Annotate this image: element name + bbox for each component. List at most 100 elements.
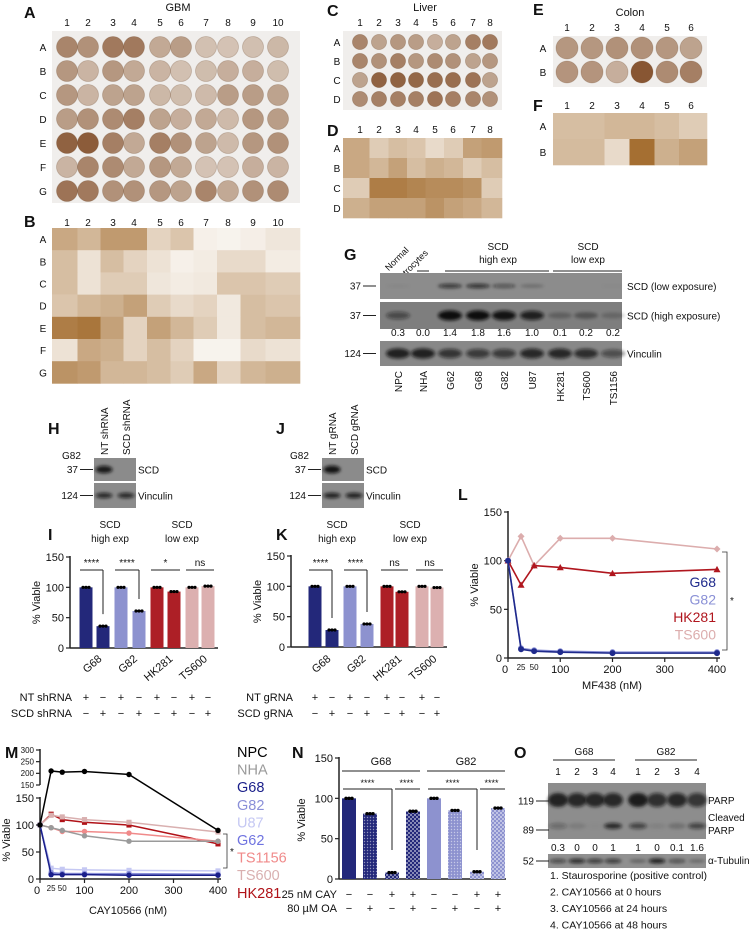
data-point: [59, 866, 65, 872]
protein-band: [548, 793, 568, 807]
cell-line-label: G82: [290, 451, 309, 462]
tissue-core: [77, 132, 99, 154]
heatmap-cell: [425, 138, 445, 159]
tissue-core: [195, 84, 217, 106]
heatmap-cell: [77, 228, 101, 251]
blot-row: [380, 273, 622, 299]
column-label: 8: [225, 18, 231, 29]
lane-label: 2: [574, 767, 580, 778]
bar: [150, 587, 164, 648]
band-label: PARP: [708, 826, 735, 837]
heatmap-cell: [123, 339, 148, 362]
heatmap-cell: [481, 158, 503, 179]
treatment-sign: −: [171, 692, 177, 704]
protein-band: [411, 348, 435, 359]
band-label: SCD (low exposure): [627, 282, 716, 293]
column-label: 2: [589, 23, 595, 34]
heatmap-cell: [463, 198, 482, 219]
treatment-sign: −: [389, 903, 395, 915]
quant-value: 1.6: [497, 328, 511, 339]
y-tick-label: 100: [46, 582, 64, 594]
heatmap-cell: [100, 250, 124, 273]
blot-panel-O: O G68 G82 1 2 3 4 1 2 3 4 119 89 52 PARP Cleaved PARP α-T…: [514, 745, 750, 929]
y-tick-label: 150: [46, 552, 64, 564]
heatmap-cell: [77, 272, 101, 295]
tissue-core: [149, 156, 171, 178]
blot-row: [380, 302, 625, 329]
panel-title: GBM: [165, 2, 190, 14]
tissue-core: [370, 53, 387, 70]
data-point: [215, 838, 221, 844]
blot-membrane: [548, 783, 706, 839]
row-label: E: [40, 139, 47, 150]
data-point: [116, 585, 120, 589]
tissue-core: [149, 36, 171, 58]
data-point: [98, 624, 102, 628]
group-title: low exp: [165, 534, 199, 545]
protein-band: [438, 283, 462, 289]
data-point: [400, 590, 404, 594]
tissue-core: [464, 34, 481, 51]
heatmap-cell: [217, 361, 241, 384]
row-label: F: [40, 163, 46, 174]
legend-entry: HK281: [673, 609, 716, 625]
tissue-core: [149, 108, 171, 130]
data-point: [348, 584, 352, 588]
x-tick-label: 50: [530, 663, 539, 672]
bar: [308, 586, 322, 647]
tissue-core: [351, 91, 368, 108]
protein-band: [601, 312, 625, 319]
column-label: 7: [470, 18, 476, 29]
column-label: 3: [395, 18, 401, 29]
heatmap-cell: [170, 316, 194, 340]
significance-label: ns: [195, 558, 206, 569]
treatment-sign: +: [154, 692, 160, 704]
data-point: [119, 585, 123, 589]
protein-band: [628, 793, 648, 807]
panel-label: D: [327, 123, 339, 140]
heatmap-cell: [52, 272, 78, 295]
tissue-core: [464, 53, 481, 70]
tissue-core: [56, 132, 78, 154]
heatmap-cell: [217, 294, 241, 318]
heatmap-cell: [147, 250, 171, 273]
bar: [342, 798, 356, 879]
quant-value: 0.2: [606, 328, 620, 339]
tissue-core: [123, 156, 145, 178]
band-label: SCD (high exposure): [627, 312, 720, 323]
heatmap-cell: [654, 139, 680, 166]
column-label: 2: [376, 125, 382, 136]
band-label: Vinculin: [627, 350, 662, 361]
heatmap-cell: [217, 250, 241, 273]
lane-label: G82: [500, 371, 511, 390]
bar: [343, 586, 357, 647]
data-point: [84, 585, 88, 589]
tissue-core: [123, 60, 145, 82]
tissue-core: [655, 36, 679, 60]
column-label: 6: [450, 18, 456, 29]
series-TS600: [504, 532, 721, 570]
tissue-core: [123, 84, 145, 106]
treatment-sign: +: [347, 692, 353, 704]
data-point: [390, 870, 394, 875]
heatmap-cell: [217, 316, 241, 340]
heatmap-cell: [52, 339, 78, 362]
x-category-label: HK281: [142, 653, 175, 684]
heatmap-cell: [579, 139, 605, 166]
band-label: PARP: [708, 796, 735, 807]
protein-band: [438, 348, 462, 359]
lane-label: SCD shRNA: [122, 399, 133, 455]
protein-band: [520, 284, 544, 288]
treatment-sign: −: [346, 903, 352, 915]
significance-label: ****: [84, 558, 100, 569]
data-point: [175, 589, 179, 594]
tissue-core: [580, 36, 604, 60]
lane-label: NPC: [394, 371, 405, 392]
tissue-core: [426, 91, 443, 108]
row-label: B: [40, 67, 47, 78]
tissue-core: [464, 91, 481, 108]
heatmap-cell: [463, 178, 482, 199]
bar: [114, 587, 128, 648]
panel-label: J: [276, 421, 285, 438]
lane-label: NHA: [419, 371, 430, 392]
